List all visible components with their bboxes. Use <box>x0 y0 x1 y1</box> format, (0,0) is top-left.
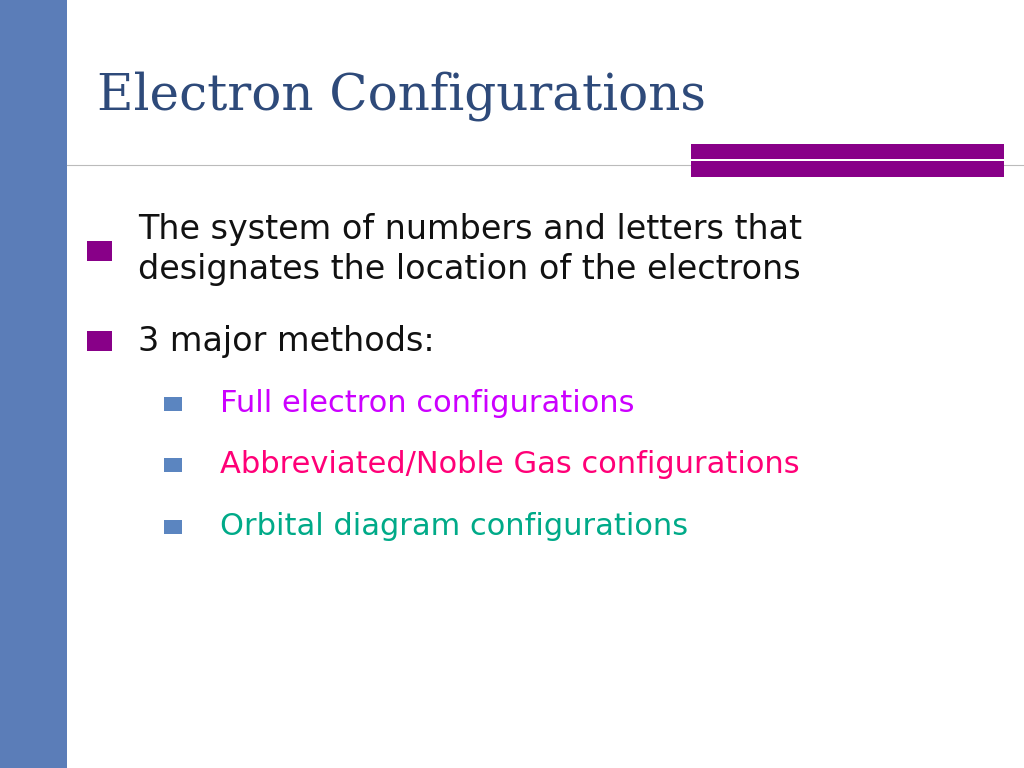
Text: Full electron configurations: Full electron configurations <box>220 389 635 418</box>
Text: Orbital diagram configurations: Orbital diagram configurations <box>220 511 688 541</box>
FancyBboxPatch shape <box>691 144 1004 159</box>
Text: Electron Configurations: Electron Configurations <box>97 71 707 121</box>
FancyBboxPatch shape <box>164 397 182 411</box>
FancyBboxPatch shape <box>0 0 67 768</box>
Text: The system of numbers and letters that
designates the location of the electrons: The system of numbers and letters that d… <box>138 213 802 286</box>
FancyBboxPatch shape <box>87 241 112 261</box>
FancyBboxPatch shape <box>87 331 112 351</box>
Text: Abbreviated/Noble Gas configurations: Abbreviated/Noble Gas configurations <box>220 450 800 479</box>
Text: 3 major methods:: 3 major methods: <box>138 326 435 358</box>
FancyBboxPatch shape <box>164 458 182 472</box>
FancyBboxPatch shape <box>164 520 182 534</box>
FancyBboxPatch shape <box>691 161 1004 177</box>
